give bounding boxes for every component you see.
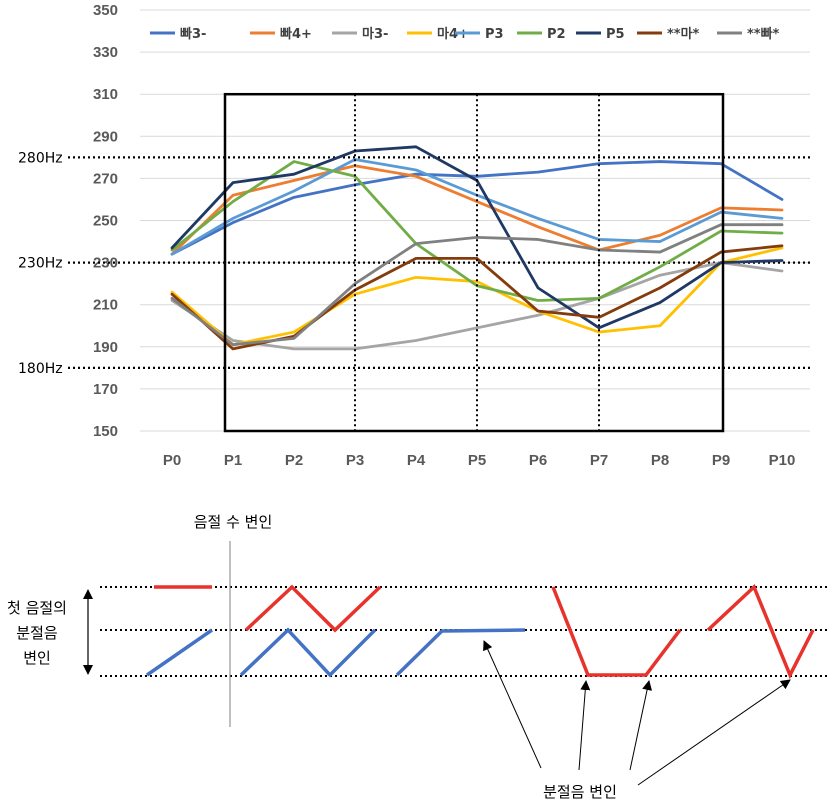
reference-line-label: 230Hz <box>18 256 63 272</box>
legend-label: P2 <box>547 27 566 42</box>
legend-label: P5 <box>606 27 625 42</box>
series-line <box>170 261 784 351</box>
segment-arrow-4 <box>637 679 791 786</box>
series-line <box>170 223 784 347</box>
y-tick-label: 170 <box>93 381 118 398</box>
x-tick-label: P9 <box>712 452 730 469</box>
blue-zigzag-line <box>239 627 377 678</box>
x-tick-label: P10 <box>769 452 796 469</box>
syllable-count-label: 음절 수 변인 <box>194 513 273 531</box>
first-syllable-label-1: 첫 음절의 <box>7 599 67 617</box>
blue-rise-flat-line <box>395 628 526 677</box>
contour-shapes <box>146 583 815 680</box>
red-peak-valley-line <box>706 583 815 680</box>
reference-lines: 280Hz 230Hz 180Hz <box>18 150 812 377</box>
x-tick-label: P4 <box>407 452 426 469</box>
legend-label: 빠3- <box>180 26 206 42</box>
first-syllable-label-2: 분절음 <box>16 624 57 642</box>
x-axis-ticks: P0 P1 P2 P3 P4 P5 P6 P7 P8 P9 P10 <box>163 452 796 469</box>
x-tick-label: P2 <box>285 452 303 469</box>
y-tick-label: 250 <box>93 213 118 230</box>
legend-label: **마* <box>667 26 700 42</box>
legend-label: 마3- <box>362 26 388 42</box>
y-tick-label: 150 <box>93 423 118 440</box>
first-syllable-label-3: 변인 <box>23 649 51 667</box>
highlight-box <box>223 92 725 433</box>
y-axis-ticks: 150 170 190 210 230 250 270 290 310 330 350 <box>93 2 118 440</box>
legend-label: 빠4+ <box>280 26 312 42</box>
highlight-box-layer <box>223 92 725 433</box>
x-tick-label: P1 <box>224 452 242 469</box>
segment-arrow-1 <box>483 640 542 769</box>
series-line <box>170 246 784 347</box>
segment-arrows <box>483 640 791 786</box>
series-line <box>170 160 784 256</box>
x-tick-label: P8 <box>651 452 669 469</box>
legend-label: 마4+ <box>437 26 469 42</box>
segment-arrow-2 <box>578 680 591 771</box>
x-tick-label: P3 <box>346 452 364 469</box>
blue-rise-line <box>146 628 213 677</box>
y-tick-label: 310 <box>93 86 118 103</box>
x-tick-label: P0 <box>163 452 181 469</box>
legend-label: **빠* <box>747 26 780 42</box>
segment-variable-label: 분절음 변인 <box>543 783 617 801</box>
x-tick-label: P7 <box>590 452 608 469</box>
legend: 빠3- 빠4+ 마3- 마4+ P3 P2 P5 **마* **빠* <box>150 26 780 42</box>
red-valley-line <box>551 586 682 677</box>
y-tick-label: 230 <box>93 255 118 272</box>
series-lines <box>170 145 784 351</box>
segment-arrow-3 <box>629 680 653 771</box>
legend-label: P3 <box>485 27 504 42</box>
y-tick-label: 350 <box>93 2 118 19</box>
series-line <box>170 164 784 256</box>
y-tick-label: 190 <box>93 339 118 356</box>
reference-line-label: 280Hz <box>18 150 63 166</box>
pitch-contour-chart: 150 170 190 210 230 250 270 290 310 330 350 P0 P1 P2… <box>18 2 812 469</box>
x-tick-label: P5 <box>468 452 486 469</box>
x-tick-label: P6 <box>529 452 547 469</box>
y-tick-label: 270 <box>93 170 118 187</box>
reference-line-label: 180Hz <box>18 361 63 377</box>
red-zigzag-line <box>244 584 382 633</box>
y-tick-label: 210 <box>93 297 118 314</box>
y-tick-label: 290 <box>93 128 118 145</box>
y-tick-label: 330 <box>93 44 118 61</box>
series-line <box>170 244 784 351</box>
